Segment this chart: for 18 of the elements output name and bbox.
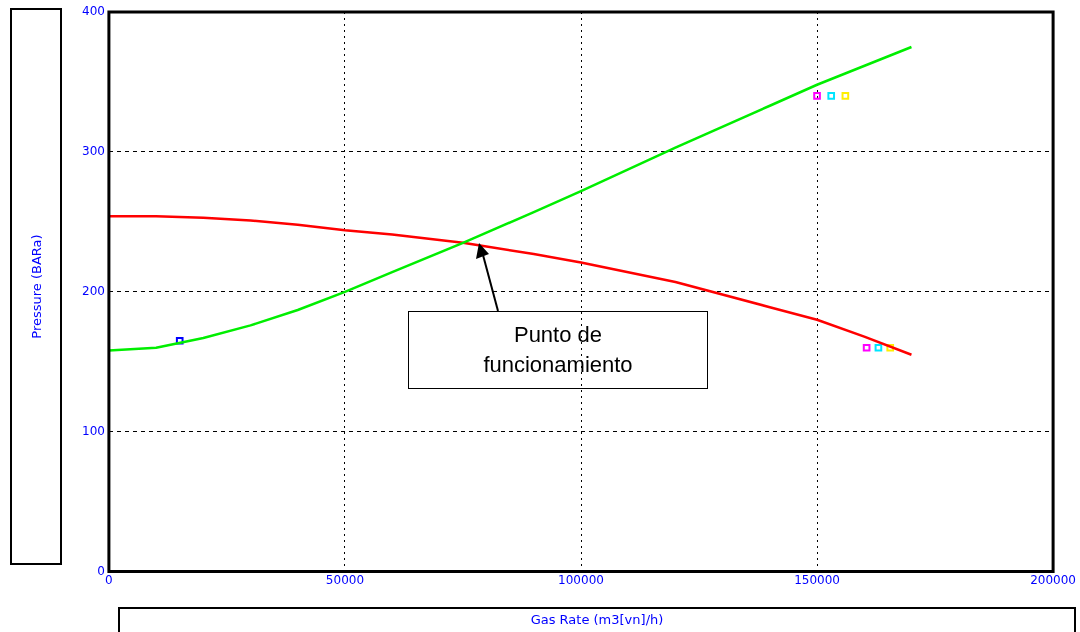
point (886, 343, 895, 352)
y-tick-label: 200 (82, 283, 105, 298)
x-tick-label: 150000 (794, 572, 840, 587)
x-tick-label: 200000 (1030, 572, 1076, 587)
annotation: Punto de funcionamiento (408, 311, 708, 389)
x-tick-label: 100000 (558, 572, 604, 587)
y-tick-label: 300 (82, 144, 105, 159)
x-tick-label: 50000 (325, 572, 365, 587)
x-axis-title: Gas Rate (m3[vn]/h) (118, 607, 1076, 632)
point (862, 343, 871, 352)
point (874, 343, 883, 352)
point (175, 336, 184, 345)
point (813, 92, 821, 100)
point (841, 92, 850, 100)
y-axis-title: Pressure (BARa) (28, 234, 44, 339)
y-tick-label: 400 (82, 4, 105, 19)
point (827, 92, 836, 100)
y-tick-label: 100 (82, 423, 105, 438)
